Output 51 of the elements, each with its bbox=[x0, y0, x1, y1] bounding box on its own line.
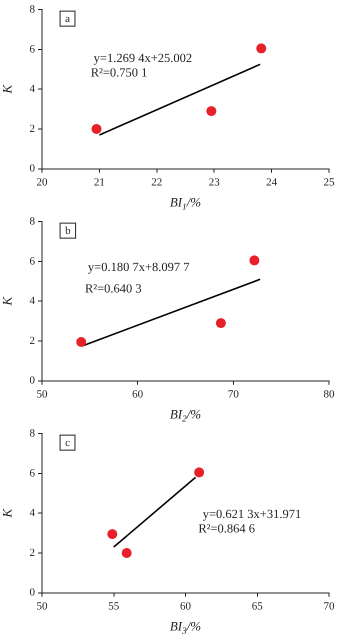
y-tick-label: 0 bbox=[30, 586, 36, 599]
x-tick-label: 60 bbox=[180, 600, 192, 612]
x-tick-label: 50 bbox=[36, 388, 48, 400]
y-tick-label: 8 bbox=[30, 427, 36, 440]
y-tick-label: 2 bbox=[30, 122, 35, 135]
y-axis-title: K bbox=[0, 84, 14, 95]
point bbox=[76, 336, 86, 347]
y-tick-label: 2 bbox=[30, 334, 35, 347]
annotation: y=0.621 3x+31.971 bbox=[202, 507, 302, 522]
annotation: R²=0.750 1 bbox=[90, 66, 148, 80]
annotation: a bbox=[65, 13, 70, 26]
y-tick-label: 8 bbox=[30, 3, 36, 16]
point bbox=[107, 529, 118, 540]
x-tick-label: 60 bbox=[132, 388, 144, 400]
y-tick-label: 8 bbox=[30, 215, 36, 228]
annotation: y=1.269 4x+25.002 bbox=[94, 51, 192, 66]
y-tick-label: 4 bbox=[30, 507, 36, 520]
annotation: y=0.180 7x+8.097 7 bbox=[88, 260, 190, 274]
x-tick-label: 22 bbox=[151, 176, 162, 188]
point bbox=[122, 548, 132, 558]
y-tick-label: 4 bbox=[30, 295, 36, 308]
x-tick-label: 23 bbox=[208, 176, 220, 188]
x-tick-label: 70 bbox=[228, 388, 240, 400]
y-axis-title: K bbox=[0, 296, 14, 307]
y-tick-label: 4 bbox=[30, 83, 36, 96]
y-tick-label: 0 bbox=[30, 374, 36, 387]
x-tick-label: 55 bbox=[108, 600, 120, 612]
x-tick-label: 20 bbox=[36, 176, 48, 188]
point bbox=[256, 43, 266, 54]
x-tick-label: 70 bbox=[324, 600, 335, 612]
x-tick-label: 80 bbox=[324, 388, 335, 400]
y-axis-title: K bbox=[0, 508, 14, 519]
y-tick-label: 6 bbox=[30, 467, 36, 480]
y-tick-label: 2 bbox=[30, 546, 35, 559]
y-tick-label: 6 bbox=[30, 43, 36, 56]
annotation: R²=0.640 3 bbox=[85, 282, 142, 296]
x-tick-label: 25 bbox=[324, 176, 335, 188]
x-tick-label: 50 bbox=[36, 600, 48, 612]
x-tick-label: 65 bbox=[252, 600, 264, 612]
annotation: c bbox=[65, 437, 70, 450]
point bbox=[206, 106, 216, 116]
point bbox=[216, 318, 226, 328]
annotation: b bbox=[65, 225, 72, 238]
point bbox=[92, 124, 102, 134]
x-tick-label: 24 bbox=[266, 176, 278, 188]
x-tick-label: 21 bbox=[94, 176, 105, 188]
point bbox=[194, 467, 204, 478]
y-tick-label: 0 bbox=[30, 162, 36, 175]
point bbox=[249, 255, 260, 266]
y-tick-label: 6 bbox=[30, 255, 36, 268]
annotation: R²=0.864 6 bbox=[198, 521, 256, 536]
